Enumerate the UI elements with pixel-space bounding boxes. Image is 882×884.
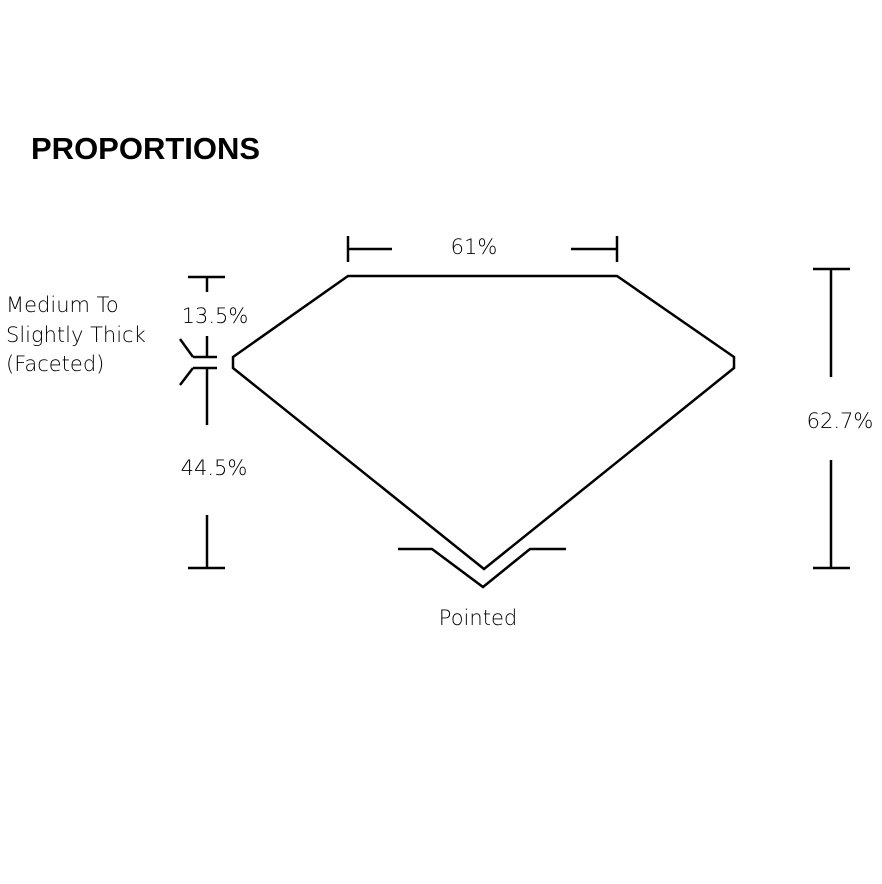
table-dimension (346, 236, 619, 262)
girdle-label-line2: Slightly Thick (6, 323, 146, 347)
crown-dimension (178, 275, 225, 359)
crown-label: 13.5% (182, 304, 249, 328)
table-label: 61% (451, 235, 498, 259)
page-title: PROPORTIONS (31, 131, 261, 166)
girdle-label-line3: (Faceted) (6, 352, 104, 376)
depth-label: 62.7% (807, 409, 874, 433)
girdle-label-line1: Medium To (6, 293, 119, 317)
culet-indicator (398, 547, 566, 589)
culet-label: Pointed (439, 606, 517, 630)
pavilion-label: 44.5% (181, 456, 248, 480)
pavilion-dimension (179, 366, 225, 570)
depth-dimension (813, 267, 850, 570)
diamond-outline (231, 274, 736, 571)
